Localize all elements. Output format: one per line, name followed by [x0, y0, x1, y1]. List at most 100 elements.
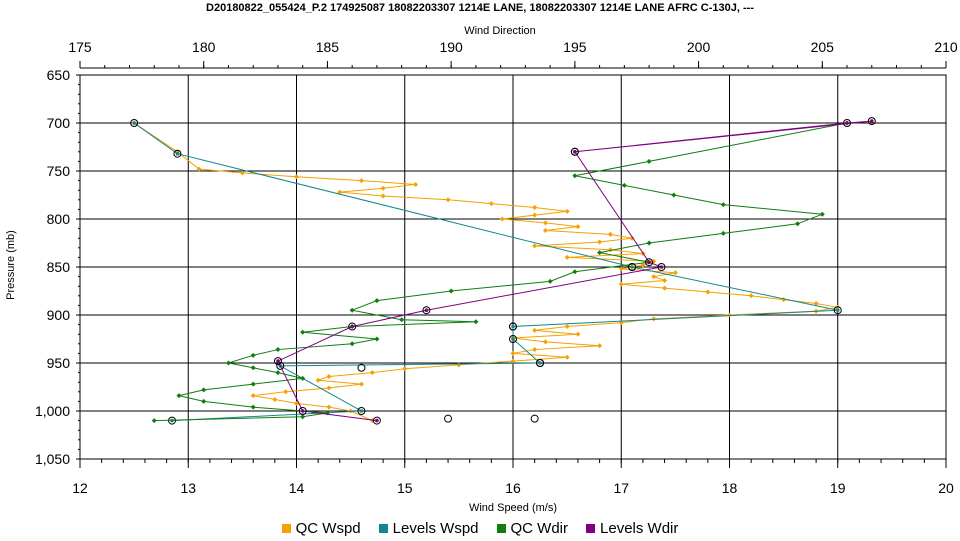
y-axis-label: Pressure (mb): [5, 230, 17, 300]
data-point: [813, 300, 819, 306]
data-point: [618, 266, 624, 272]
legend-item: QC Wdir: [496, 520, 568, 537]
data-point: [705, 289, 711, 295]
level-circle: [833, 306, 842, 315]
level-circle: [276, 361, 285, 370]
data-point: [499, 216, 505, 222]
level-dot: [511, 324, 515, 329]
data-point: [448, 288, 454, 294]
y-tick-label: 850: [47, 259, 71, 275]
legend: QC Wspd Levels Wspd QC Wdir Levels Wdir: [0, 520, 960, 537]
y-tick-label: 700: [47, 115, 71, 131]
data-point: [672, 270, 678, 276]
series-layer: [130, 117, 876, 425]
data-point: [326, 385, 332, 391]
data-point: [380, 185, 386, 191]
data-point: [640, 262, 646, 268]
level-circle: [298, 407, 307, 415]
data-point: [651, 274, 657, 280]
legend-swatch: [496, 524, 506, 533]
data-point: [597, 250, 603, 256]
data-point: [275, 347, 281, 353]
data-point: [720, 230, 726, 236]
level-circle: [130, 119, 139, 127]
data-point: [445, 197, 451, 203]
level-dot: [845, 121, 849, 125]
data-point: [473, 319, 479, 325]
data-point: [532, 212, 538, 218]
x2-tick-label: 175: [68, 39, 92, 55]
data-point: [720, 202, 726, 208]
data-point: [607, 231, 613, 237]
data-point: [349, 341, 355, 347]
data-point: [651, 316, 657, 322]
legend-swatch: [586, 524, 596, 533]
x2-tick-label: 180: [192, 39, 216, 55]
top-axis-label: Wind Direction: [464, 25, 536, 37]
data-point: [300, 414, 306, 420]
data-point: [413, 181, 419, 187]
isolated-level-marker: [628, 263, 637, 271]
isolated-level-marker: [530, 414, 539, 423]
legend-label: QC Wspd: [295, 520, 361, 537]
legend-item: QC Wspd: [281, 520, 361, 537]
data-point: [532, 243, 538, 249]
legend-label: Levels Wspd: [392, 520, 479, 537]
data-point: [239, 170, 245, 176]
level-circle: [657, 263, 666, 271]
data-point: [575, 331, 581, 337]
chart-title: D20180822_055424_P.2 174925087 180822033…: [206, 2, 754, 14]
data-point: [275, 370, 281, 376]
series-line: [133, 122, 838, 422]
series-qc-wspd: [131, 120, 841, 424]
data-point: [510, 350, 516, 356]
data-point: [795, 221, 801, 227]
level-circle: [509, 335, 517, 343]
x2-tick-label: 195: [563, 39, 587, 55]
level-dot: [359, 409, 364, 413]
level-dot: [630, 265, 634, 269]
x-tick-label: 14: [289, 480, 305, 496]
data-point: [294, 174, 299, 180]
level-dot: [175, 151, 180, 156]
x-tick-label: 12: [72, 480, 88, 496]
level-dot: [659, 265, 664, 269]
x-tick-label: 15: [397, 480, 413, 496]
data-point: [727, 312, 732, 318]
isolated-level-marker: [357, 363, 366, 372]
data-point: [300, 375, 306, 381]
x-axis-label: Wind Speed (m/s): [469, 502, 557, 514]
level-dot: [375, 418, 379, 423]
data-point: [326, 373, 332, 379]
x2-tick-label: 210: [934, 39, 958, 55]
data-point: [671, 192, 677, 198]
data-point: [399, 317, 405, 323]
data-point: [272, 396, 278, 402]
data-point: [374, 298, 380, 304]
data-point: [575, 224, 581, 230]
data-point: [300, 329, 306, 335]
x2-tick-label: 205: [811, 39, 835, 55]
data-point: [532, 347, 538, 353]
level-dot: [132, 121, 136, 125]
level-circle: [843, 119, 852, 127]
data-point: [835, 304, 841, 310]
level-circle: [422, 306, 431, 315]
x-tick-label: 17: [613, 480, 629, 496]
y-tick-label: 650: [47, 67, 71, 83]
data-point: [618, 281, 624, 287]
level-dot: [647, 260, 651, 265]
data-point: [510, 358, 516, 364]
legend-item: Levels Wspd: [378, 520, 479, 537]
level-circle: [570, 147, 579, 156]
y-tick-label: 750: [47, 163, 71, 179]
level-dot: [573, 150, 577, 154]
data-point: [201, 398, 207, 404]
x-tick-label: 13: [180, 480, 196, 496]
x2-tick-label: 200: [687, 39, 711, 55]
data-point: [358, 178, 364, 184]
x-tick-label: 16: [505, 480, 521, 496]
data-point: [532, 327, 538, 333]
data-point: [532, 204, 538, 210]
